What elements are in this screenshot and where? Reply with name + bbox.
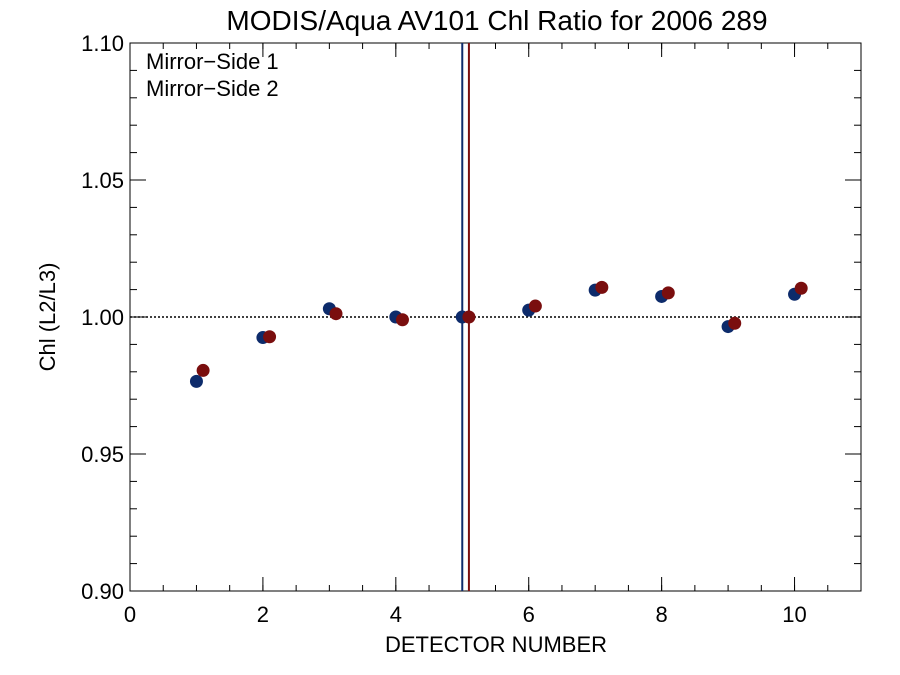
data-point-series-2 — [595, 280, 609, 294]
data-point-series-2 — [329, 307, 343, 321]
data-point-series-2 — [263, 330, 277, 344]
y-tick-label: 1.10 — [81, 31, 124, 56]
x-axis-label: DETECTOR NUMBER — [385, 632, 607, 657]
data-point-series-2 — [462, 310, 476, 324]
y-tick-labels: 0.90 0.95 1.00 1.05 1.10 — [81, 31, 124, 604]
legend-entry-mirror-side-1: Mirror−Side 1 — [146, 49, 279, 74]
y-tick-label: 0.90 — [81, 579, 124, 604]
x-tick-label: 0 — [124, 602, 136, 627]
y-tick-label: 1.05 — [81, 168, 124, 193]
data-point-series-2 — [794, 281, 808, 295]
x-tick-labels: 0 2 4 6 8 10 — [124, 602, 807, 627]
chart-title: MODIS/Aqua AV101 Chl Ratio for 2006 289 — [226, 5, 767, 36]
x-tick-label: 10 — [782, 602, 806, 627]
major-ticks — [129, 42, 861, 592]
data-point-series-2 — [661, 286, 675, 300]
data-point-series-2 — [395, 313, 409, 327]
legend-entry-mirror-side-2: Mirror−Side 2 — [146, 76, 279, 101]
y-tick-label: 0.95 — [81, 442, 124, 467]
legend: Mirror−Side 1 Mirror−Side 2 — [146, 49, 279, 101]
data-point-series-2 — [728, 316, 742, 330]
y-tick-label: 1.00 — [81, 305, 124, 330]
data-points — [189, 280, 808, 388]
data-point-series-2 — [528, 299, 542, 313]
x-tick-label: 8 — [656, 602, 668, 627]
x-tick-label: 2 — [257, 602, 269, 627]
plot-area — [129, 42, 862, 592]
data-point-series-1 — [189, 374, 203, 388]
y-axis-label: Chl (L2/L3) — [35, 263, 60, 372]
x-tick-label: 6 — [523, 602, 535, 627]
data-point-series-2 — [196, 363, 210, 377]
x-tick-label: 4 — [390, 602, 402, 627]
